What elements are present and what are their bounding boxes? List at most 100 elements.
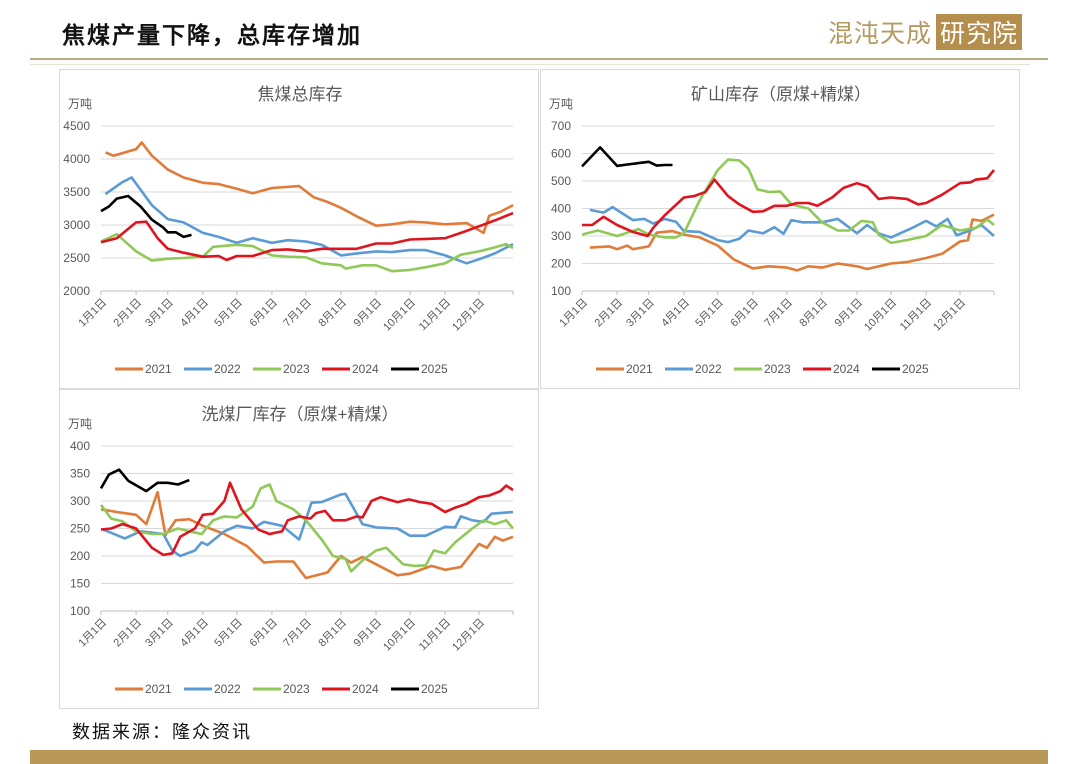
x-tick-label: 6月1日 <box>247 617 280 650</box>
series-line-2023 <box>581 158 995 245</box>
series-line-2021 <box>589 213 995 272</box>
page-title: 焦煤产量下降，总库存增加 <box>62 22 362 49</box>
x-tick-label: 11月1日 <box>417 297 453 333</box>
legend-label: 2023 <box>764 362 791 376</box>
x-tick-label: 3月1日 <box>143 297 176 330</box>
y-tick-label: 400 <box>70 439 90 453</box>
legend-label: 2024 <box>833 362 860 376</box>
x-tick-label: 1月1日 <box>557 297 590 330</box>
x-tick-label: 2月1日 <box>112 617 145 650</box>
footer-bar <box>30 750 1048 764</box>
series-line-2022 <box>104 176 514 265</box>
x-tick-label: 5月1日 <box>212 297 245 330</box>
y-tick-label: 500 <box>551 174 571 188</box>
x-tick-label: 6月1日 <box>247 297 280 330</box>
y-tick-label: 4000 <box>63 152 90 166</box>
legend-label: 2021 <box>626 362 653 376</box>
series-line-2023 <box>99 483 515 573</box>
legend-label: 2022 <box>214 362 241 376</box>
y-tick-label: 300 <box>70 494 90 508</box>
x-tick-label: 4月1日 <box>178 617 211 650</box>
x-tick-label: 7月1日 <box>762 297 795 330</box>
y-axis-unit: 万吨 <box>68 417 92 431</box>
logo: 混沌天成 研究院 <box>828 14 1023 50</box>
y-axis-unit: 万吨 <box>549 97 573 111</box>
x-tick-label: 4月1日 <box>659 297 692 330</box>
y-tick-label: 3000 <box>63 218 90 232</box>
chart-coking-coal-total-inventory: 焦煤总库存 万吨 2000 2500 3000 3500 4000 4500 1月1日 2月1日 3… <box>59 69 539 389</box>
legend-label: 2021 <box>145 362 172 376</box>
x-tick-label: 2月1日 <box>593 297 626 330</box>
legend-label: 2021 <box>145 682 172 696</box>
header-divider <box>30 58 1048 60</box>
x-tick-label: 12月1日 <box>931 297 968 334</box>
legend-label: 2025 <box>902 362 929 376</box>
chart-mine-inventory: 矿山库存（原煤+精煤） 万吨 100 200 300 400 500 600 700 1月1日 2月… <box>540 69 1020 389</box>
legend-label: 2022 <box>214 682 241 696</box>
series-line-2021 <box>100 490 514 580</box>
x-tick-label: 1月1日 <box>76 617 109 650</box>
y-tick-label: 150 <box>70 577 90 591</box>
y-tick-label: 100 <box>551 284 571 298</box>
x-tick-label: 8月1日 <box>797 297 830 330</box>
series-line-2025 <box>100 194 192 239</box>
x-tick-label: 7月1日 <box>281 617 314 650</box>
legend-label: 2025 <box>421 362 448 376</box>
x-tick-label: 3月1日 <box>624 297 657 330</box>
y-tick-label: 200 <box>70 549 90 563</box>
legend-label: 2023 <box>283 682 310 696</box>
series-line-2022 <box>102 492 514 558</box>
x-tick-label: 3月1日 <box>143 617 176 650</box>
series-line-2025 <box>99 468 190 493</box>
x-tick-label: 10月1日 <box>862 297 899 334</box>
x-tick-label: 9月1日 <box>351 297 384 330</box>
series-line-2024 <box>582 169 996 238</box>
series-line-2023 <box>100 232 514 273</box>
x-tick-label: 8月1日 <box>316 617 349 650</box>
series-line-2024 <box>100 211 514 262</box>
series-line-2025 <box>581 146 673 168</box>
y-tick-label: 2500 <box>63 251 90 265</box>
x-tick-label: 9月1日 <box>832 297 865 330</box>
legend-label: 2023 <box>283 362 310 376</box>
y-tick-label: 200 <box>551 257 571 271</box>
x-tick-label: 10月1日 <box>381 617 418 654</box>
legend-label: 2022 <box>695 362 722 376</box>
x-tick-label: 10月1日 <box>381 297 418 334</box>
x-tick-label: 5月1日 <box>212 617 245 650</box>
header-divider-thin <box>30 64 1030 65</box>
x-tick-label: 11月1日 <box>417 617 453 653</box>
x-tick-label: 2月1日 <box>112 297 145 330</box>
y-axis-unit: 万吨 <box>68 97 92 111</box>
y-tick-label: 100 <box>70 604 90 618</box>
legend-label: 2024 <box>352 682 379 696</box>
x-tick-label: 12月1日 <box>450 297 487 334</box>
x-tick-label: 7月1日 <box>281 297 314 330</box>
y-tick-label: 600 <box>551 147 571 161</box>
series-line-2024 <box>100 481 514 557</box>
x-tick-label: 4月1日 <box>178 297 211 330</box>
chart-title: 焦煤总库存 <box>258 85 343 104</box>
y-tick-label: 350 <box>70 467 90 481</box>
chart-svg: 矿山库存（原煤+精煤） 万吨 100 200 300 400 500 600 700 1月1日 2月… <box>549 85 996 376</box>
x-tick-label: 5月1日 <box>693 297 726 330</box>
logo-badge: 研究院 <box>936 14 1023 50</box>
y-tick-label: 700 <box>551 119 571 133</box>
x-tick-label: 9月1日 <box>351 617 384 650</box>
x-tick-label: 1月1日 <box>76 297 109 330</box>
x-tick-label: 11月1日 <box>898 297 934 333</box>
y-tick-label: 400 <box>551 202 571 216</box>
chart-title: 洗煤厂库存（原煤+精煤） <box>202 405 399 424</box>
logo-text: 混沌天成 <box>828 19 933 48</box>
y-tick-label: 4500 <box>63 119 90 133</box>
x-tick-label: 8月1日 <box>316 297 349 330</box>
y-tick-label: 2000 <box>63 284 90 298</box>
legend-label: 2024 <box>352 362 379 376</box>
chart-washery-inventory: 洗煤厂库存（原煤+精煤） 万吨 100 150 200 250 300 350 400 1月1日 2… <box>59 389 539 709</box>
x-tick-label: 12月1日 <box>450 617 487 654</box>
y-tick-label: 250 <box>70 522 90 536</box>
y-tick-label: 300 <box>551 229 571 243</box>
legend-label: 2025 <box>421 682 448 696</box>
